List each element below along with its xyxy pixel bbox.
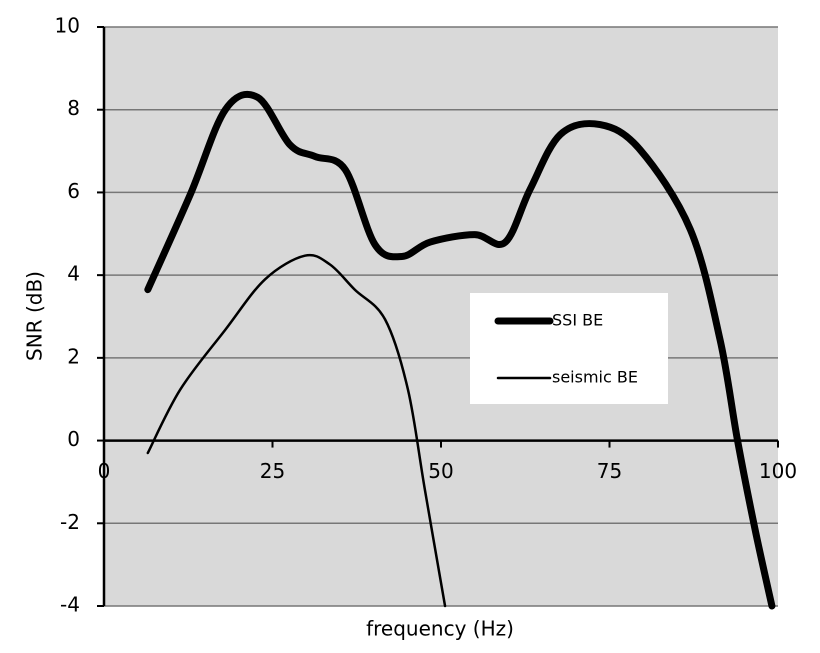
y-tick-label: 0 — [67, 427, 80, 451]
y-tick-label: 6 — [67, 179, 80, 203]
x-tick-label: 50 — [428, 459, 453, 483]
y-tick-label: -2 — [60, 510, 80, 534]
y-tick-label: 10 — [55, 14, 80, 38]
x-tick-label: 0 — [98, 459, 111, 483]
x-tick-label: 75 — [597, 459, 622, 483]
x-tick-label: 100 — [759, 459, 797, 483]
series-line — [146, 253, 447, 608]
x-axis-label: frequency (Hz) — [366, 617, 514, 641]
y-axis-label: SNR (dB) — [23, 271, 47, 361]
y-tick-label: 8 — [67, 96, 80, 120]
series-line — [144, 90, 776, 610]
y-tick-label: -4 — [60, 593, 80, 617]
plot-area — [104, 27, 778, 606]
legend-label: seismic BE — [552, 368, 638, 387]
legend-label: SSI BE — [552, 311, 603, 330]
x-tick-label: 25 — [260, 459, 285, 483]
y-tick-label: 2 — [67, 344, 80, 368]
legend — [470, 293, 668, 404]
y-tick-label: 4 — [67, 262, 80, 286]
